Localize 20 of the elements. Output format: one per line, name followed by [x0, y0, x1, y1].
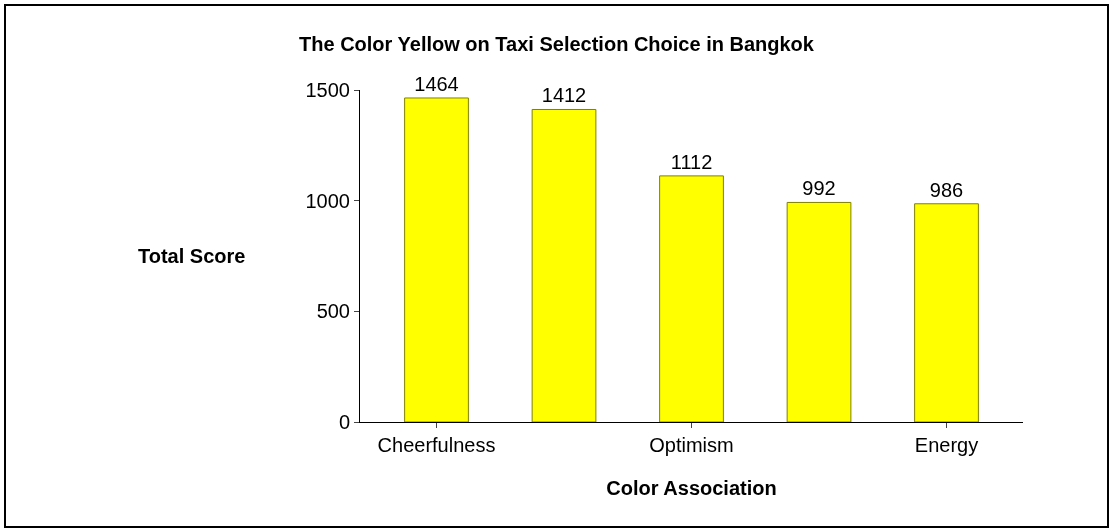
chart-title: The Color Yellow on Taxi Selection Choice in Bangkok [299, 33, 815, 56]
bar [404, 97, 469, 422]
bar [659, 175, 724, 422]
data-label: 992 [802, 177, 836, 200]
data-label: 1112 [670, 150, 713, 173]
x-tick-label: Energy [914, 434, 979, 456]
data-label: 986 [929, 178, 964, 201]
x-axis-title: Color Association [606, 476, 777, 499]
y-tick-label: 1000 [305, 189, 350, 212]
x-tick-label: Optimism [649, 434, 734, 456]
data-label: 1464 [414, 72, 459, 95]
y-tick-label: 0 [338, 411, 350, 433]
bar [914, 203, 979, 422]
x-tick-label: Cheerfulness [377, 434, 496, 456]
bar [786, 201, 852, 422]
bar [531, 108, 597, 422]
y-tick-label: 500 [316, 300, 350, 323]
y-tick-label: 1500 [305, 79, 350, 101]
data-label: 1412 [541, 84, 587, 107]
y-axis-title: Total Score [138, 245, 246, 267]
